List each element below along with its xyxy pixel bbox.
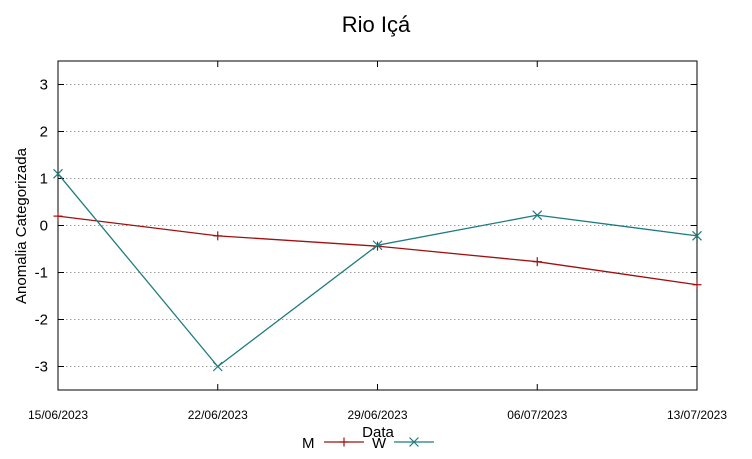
y-tick-label: 2 — [40, 124, 48, 141]
y-tick-label: 1 — [40, 171, 48, 188]
data-point-M — [532, 257, 542, 267]
legend-marker — [409, 437, 419, 447]
x-tick-label: 29/06/2023 — [347, 408, 407, 422]
data-point-W — [692, 230, 702, 241]
data-point-M — [692, 280, 702, 290]
data-point-M — [53, 211, 63, 221]
y-tick-label: -2 — [35, 312, 48, 329]
legend-label: W — [372, 435, 387, 452]
y-axis-label: Anomalia Categorizada — [13, 147, 30, 304]
x-tick-label: 13/07/2023 — [667, 408, 727, 422]
data-point-W — [212, 361, 223, 372]
grid-lines — [58, 84, 697, 367]
chart-title: Rio Içá — [342, 12, 411, 37]
legend-item-W: W — [372, 435, 434, 452]
data-point-W — [372, 240, 383, 251]
plot-frame — [57, 60, 698, 391]
y-tick-label: 0 — [40, 218, 48, 235]
series-line-W — [57, 173, 698, 368]
data-point-W — [53, 168, 63, 179]
x-tick-label: 22/06/2023 — [188, 408, 248, 422]
y-axis: -3 -2 -1 0 1 2 3 — [35, 77, 697, 376]
series-layer — [53, 168, 702, 372]
data-point-W — [532, 210, 543, 221]
x-axis-label: Data — [362, 424, 394, 441]
data-point-M — [213, 231, 223, 241]
y-tick-label: -1 — [35, 265, 48, 282]
legend-marker — [339, 437, 349, 447]
y-tick-label: 3 — [40, 77, 48, 94]
x-axis: 15/06/2023 22/06/2023 29/06/2023 06/07/2023… — [28, 61, 727, 422]
y-tick-label: -3 — [35, 359, 48, 376]
legend-item-M: M — [302, 435, 364, 452]
data-point-M — [373, 241, 382, 251]
x-tick-label: 06/07/2023 — [507, 408, 567, 422]
legend-label: M — [302, 435, 315, 452]
x-tick-label: 15/06/2023 — [28, 408, 88, 422]
